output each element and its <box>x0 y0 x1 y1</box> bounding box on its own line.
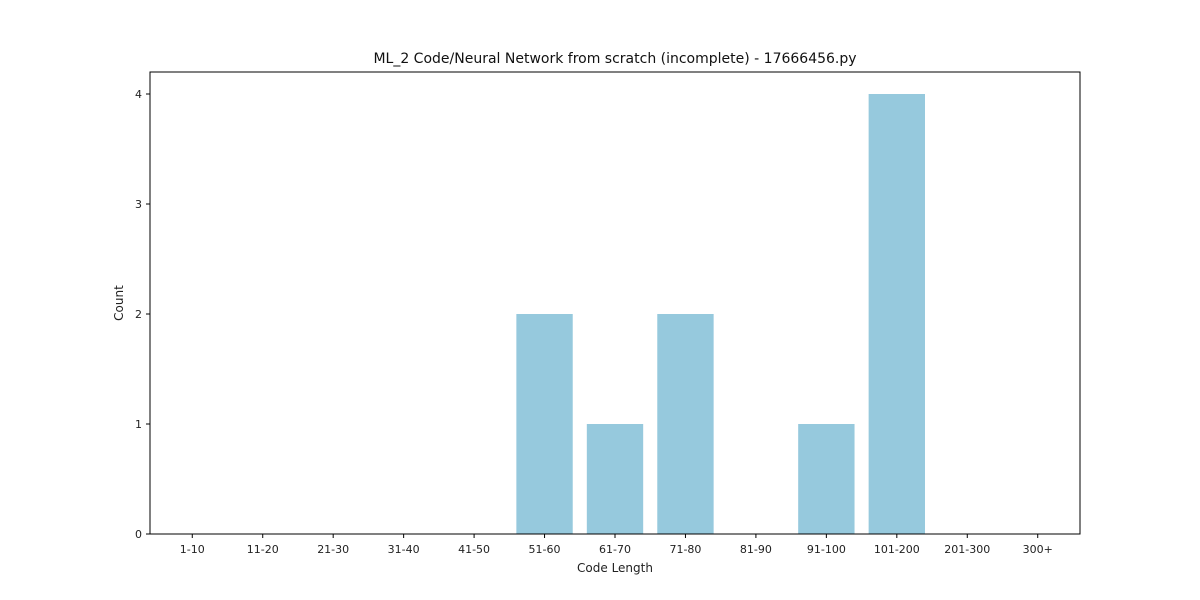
chart-title: ML_2 Code/Neural Network from scratch (i… <box>373 51 856 67</box>
y-axis-ticks: 0 1 2 3 4 <box>135 88 150 541</box>
x-axis-ticks: 1-10 11-20 21-30 31-40 41-50 51-60 61-70 71-80 8… <box>180 534 1053 556</box>
x-tick-label: 91-100 <box>807 543 846 556</box>
x-tick-label: 41-50 <box>458 543 490 556</box>
bars-group <box>516 94 925 534</box>
y-tick-label: 3 <box>135 198 142 211</box>
y-axis-label: Count <box>112 285 126 321</box>
x-tick-label: 31-40 <box>388 543 420 556</box>
bar-51-60 <box>516 314 573 534</box>
x-tick-label: 71-80 <box>669 543 701 556</box>
x-tick-label: 300+ <box>1023 543 1053 556</box>
x-tick-label: 61-70 <box>599 543 631 556</box>
x-tick-label: 11-20 <box>247 543 279 556</box>
y-tick-label: 4 <box>135 88 142 101</box>
x-axis-label: Code Length <box>577 561 653 575</box>
bar-91-100 <box>798 424 855 534</box>
y-tick-label: 1 <box>135 418 142 431</box>
y-tick-label: 2 <box>135 308 142 321</box>
bar-61-70 <box>586 424 644 534</box>
bar-101-200 <box>868 94 925 534</box>
plot-frame <box>149 71 1081 535</box>
x-tick-label: 1-10 <box>180 543 205 556</box>
x-tick-label: 51-60 <box>529 543 561 556</box>
x-tick-label: 101-200 <box>874 543 920 556</box>
x-tick-label: 81-90 <box>740 543 772 556</box>
y-tick-label: 0 <box>135 528 142 541</box>
x-tick-label: 201-300 <box>944 543 990 556</box>
x-tick-label: 21-30 <box>317 543 349 556</box>
bar-71-80 <box>657 314 714 534</box>
